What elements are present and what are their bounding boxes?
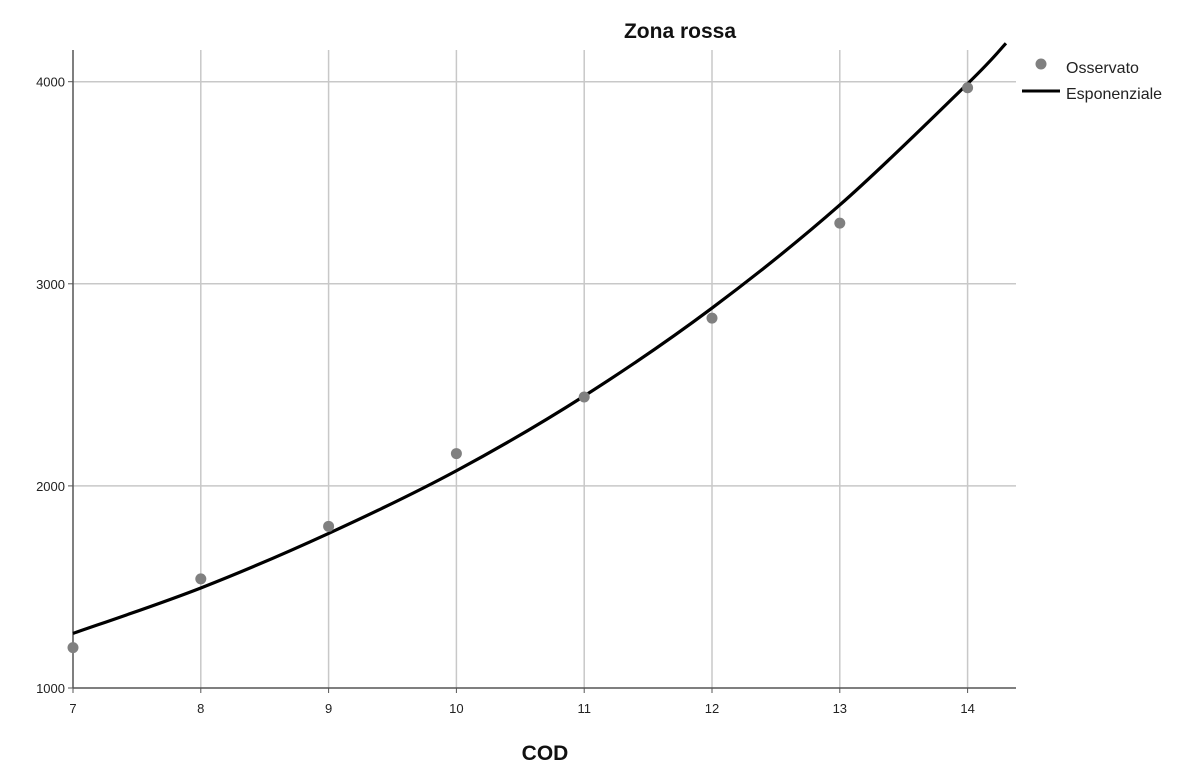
y-tick-label: 2000 — [36, 479, 65, 494]
data-point-osservato — [450, 448, 462, 460]
series-layer — [67, 42, 1008, 654]
x-tick-label: 14 — [960, 701, 974, 716]
axes — [68, 50, 1016, 693]
x-tick-label: 13 — [833, 701, 847, 716]
legend-label-esponenziale: Esponenziale — [1066, 86, 1162, 103]
data-point-osservato — [834, 217, 846, 229]
x-tick-label: 8 — [197, 701, 204, 716]
data-point-osservato — [962, 82, 974, 94]
y-tick-label: 3000 — [36, 277, 65, 292]
grid — [73, 50, 1016, 688]
data-point-osservato — [67, 642, 79, 654]
x-tick-label: 7 — [69, 701, 76, 716]
x-tick-label: 12 — [705, 701, 719, 716]
y-tick-label: 1000 — [36, 681, 65, 696]
legend: Osservato Esponenziale — [1022, 58, 1162, 103]
data-point-osservato — [323, 520, 335, 532]
data-point-osservato — [706, 312, 718, 324]
data-point-osservato — [578, 391, 590, 403]
x-axis-title: COD — [522, 742, 569, 765]
series-line-esponenziale — [72, 42, 1008, 635]
y-tick-label: 4000 — [36, 75, 65, 90]
x-tick-label: 10 — [449, 701, 463, 716]
legend-marker-osservato — [1035, 58, 1047, 70]
legend-label-osservato: Osservato — [1066, 60, 1139, 77]
tick-labels: 7 8 9 10 11 12 13 14 1000 2000 3000 4000 — [36, 75, 975, 716]
x-tick-label: 9 — [325, 701, 332, 716]
chart-title: Zona rossa — [624, 20, 736, 43]
data-point-osservato — [195, 573, 207, 585]
x-tick-label: 11 — [577, 701, 591, 716]
